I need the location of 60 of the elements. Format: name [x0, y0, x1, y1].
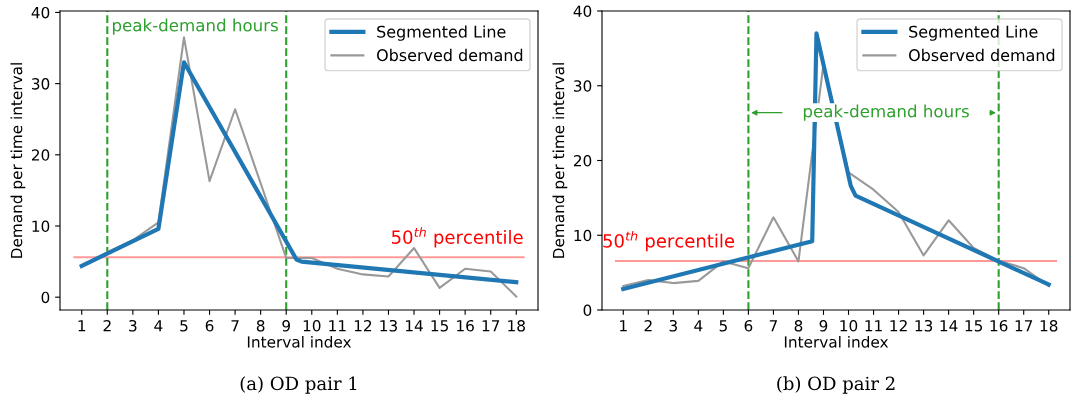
y-tick-label: 0 — [41, 291, 50, 304]
x-axis-title: Interval index — [784, 335, 889, 348]
text: (a) OD pair 1 — [240, 376, 357, 394]
x-tick-label: 17 — [1015, 320, 1033, 332]
x-tick-label: 6 — [744, 319, 753, 332]
annotation: peak-demand hours — [112, 18, 278, 35]
x-tick-label: 5 — [180, 320, 188, 332]
annotation: peak-demand hours — [803, 104, 969, 121]
y-axis-title: Demand per time interval — [552, 63, 568, 258]
x-tick-label: 1 — [78, 320, 86, 332]
x-tick-label: 11 — [865, 320, 882, 332]
x-tick-label: 16 — [990, 319, 1008, 332]
x-tick-label: 15 — [431, 320, 448, 332]
x-tick-label: 8 — [256, 319, 265, 332]
x-tick-label: 5 — [719, 320, 727, 332]
y-tick-label: 30 — [32, 78, 50, 90]
x-tick-label: 7 — [769, 320, 777, 332]
y-tick-label: 30 — [574, 80, 592, 92]
legend-label: Segmented Line — [377, 25, 506, 41]
x-tick-label: 8 — [794, 319, 803, 332]
x-tick-label: 3 — [669, 319, 677, 332]
x-tick-label: 9 — [819, 319, 828, 332]
x-tick-label: 1 — [620, 320, 627, 332]
x-tick-label: 6 — [205, 319, 214, 332]
x-tick-label: 18 — [508, 319, 525, 332]
x-tick-label: 15 — [965, 320, 983, 332]
y-tick-label: 10 — [32, 220, 50, 233]
legend-label: Observed demand — [909, 48, 1055, 62]
x-tick-label: 4 — [694, 320, 703, 332]
y-tick-label: 40 — [573, 5, 592, 18]
x-tick-label: 10 — [840, 319, 858, 332]
x-tick-label: 10 — [303, 319, 321, 332]
x-tick-label: 11 — [329, 320, 346, 332]
x-tick-label: 12 — [890, 319, 907, 332]
ref-line-label: 50$^{th}$ percentile — [391, 227, 523, 248]
x-tick-label: 9 — [282, 319, 291, 332]
y-tick-label: 20 — [573, 154, 592, 167]
x-tick-label: 4 — [154, 320, 163, 332]
ref-line-label: 50$^{th}$ percentile — [603, 230, 735, 252]
x-tick-label: 18 — [1040, 319, 1058, 332]
y-tick-label: 0 — [583, 304, 592, 317]
x-tick-label: 14 — [940, 320, 958, 332]
y-tick-label: 20 — [31, 149, 50, 161]
legend-label: Observed demand — [377, 48, 523, 62]
x-axis-title: Interval index — [247, 335, 352, 348]
x-tick-label: 17 — [482, 320, 500, 332]
y-axis-title: Demand per time interval — [10, 63, 26, 258]
y-tick-label: 40 — [31, 6, 50, 19]
x-tick-label: 12 — [354, 319, 372, 332]
x-tick-label: 2 — [644, 319, 652, 332]
y-tick-label: 10 — [574, 229, 592, 242]
x-tick-label: 16 — [457, 319, 474, 332]
legend-label: Segmented Line — [909, 25, 1038, 41]
x-tick-label: 13 — [380, 319, 397, 332]
x-tick-label: 3 — [129, 319, 137, 332]
x-tick-label: 2 — [103, 319, 111, 332]
text: (b) OD pair 2 — [777, 376, 895, 394]
x-tick-label: 13 — [915, 319, 933, 332]
x-tick-label: 7 — [231, 320, 239, 332]
x-tick-label: 14 — [405, 320, 423, 332]
